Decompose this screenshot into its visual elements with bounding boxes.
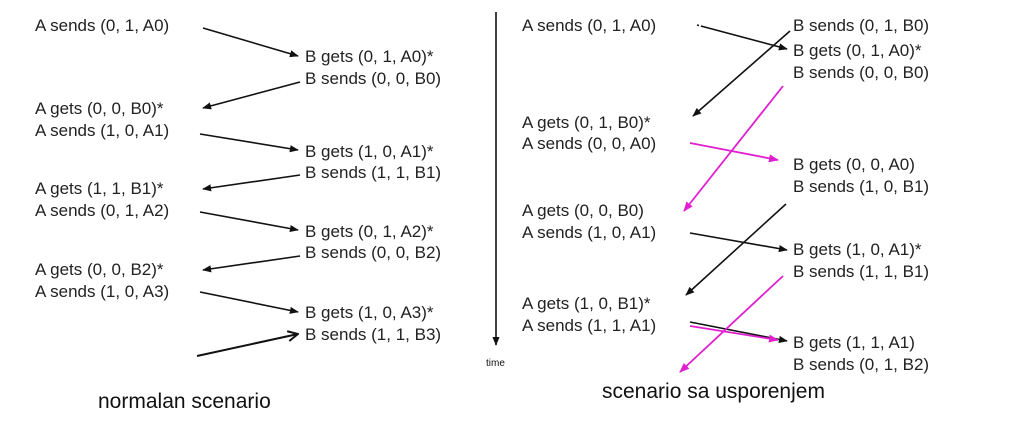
- right-b-line-5: B gets (1, 0, A1)*: [793, 240, 922, 259]
- left-caption: normalan scenario: [98, 390, 271, 413]
- left-b-line-0: B gets (0, 1, A0)*: [305, 47, 434, 66]
- right-a-line-6: A sends (1, 1, A1): [522, 316, 656, 335]
- left-arrow-a2: [199, 211, 299, 233]
- right-slow-arrow-a0: [689, 142, 779, 163]
- right-a-line-0: A sends (0, 1, A0): [522, 16, 656, 35]
- right-b-line-1: B gets (0, 1, A0)*: [793, 41, 922, 60]
- left-b-line-2: B gets (1, 0, A1)*: [305, 142, 434, 161]
- right-arrow-b1-send: [685, 203, 787, 296]
- left-arrow-b1: [202, 174, 301, 192]
- right-b-line-0: B sends (0, 1, B0): [793, 16, 929, 35]
- left-arrow-a3: [199, 291, 299, 314]
- right-a-line-2: A sends (0, 0, A0): [522, 134, 656, 153]
- right-b-line-8: B sends (0, 1, B2): [793, 355, 929, 374]
- left-arrow-b0: [202, 81, 301, 110]
- time-axis: time: [486, 12, 505, 369]
- right-slow-arrow-b1: [679, 275, 784, 373]
- right-caption: scenario sa usporenjem: [602, 380, 825, 403]
- left-a-line-3: A gets (1, 1, B1)*: [35, 179, 164, 198]
- right-a-line-4: A sends (1, 0, A1): [522, 223, 656, 242]
- left-b-line-6: B gets (1, 0, A3)*: [305, 303, 434, 322]
- time-axis-label: time: [486, 358, 505, 369]
- right-arrow-a0-send: [696, 24, 788, 51]
- right-a-line-5: A gets (1, 0, B1)*: [522, 294, 651, 313]
- right-b-line-6: B sends (1, 1, B1): [793, 262, 929, 281]
- left-a-line-2: A sends (1, 0, A1): [35, 121, 169, 140]
- right-arrow-a1-send: [689, 232, 788, 253]
- left-b-line-4: B gets (0, 1, A2)*: [305, 222, 434, 241]
- right-a-line-3: A gets (0, 0, B0): [522, 201, 644, 220]
- left-a-line-5: A gets (0, 0, B2)*: [35, 260, 164, 279]
- left-scenario: A sends (0, 1, A0) A gets (0, 0, B0)* A …: [35, 16, 441, 413]
- left-a-line-1: A gets (0, 0, B0)*: [35, 99, 164, 118]
- right-b-line-3: B gets (0, 0, A0): [793, 155, 915, 174]
- right-b-line-7: B gets (1, 1, A1): [793, 333, 915, 352]
- right-scenario: A sends (0, 1, A0) A gets (0, 1, B0)* A …: [522, 16, 929, 403]
- right-slow-arrow-b0: [683, 85, 784, 212]
- right-b-line-4: B sends (1, 0, B1): [793, 177, 929, 196]
- left-arrow-b2: [202, 255, 301, 273]
- left-arrow-a0: [202, 27, 299, 58]
- left-a-line-6: A sends (1, 0, A3): [35, 282, 169, 301]
- right-a-line-1: A gets (0, 1, B0)*: [522, 113, 651, 132]
- left-b-line-7: B sends (1, 1, B3): [305, 325, 441, 344]
- left-arrow-b3: [196, 334, 298, 357]
- right-arrow-b0-send: [692, 30, 791, 117]
- left-b-line-3: B sends (1, 1, B1): [305, 163, 441, 182]
- right-arrow-a1b-send: [689, 321, 788, 343]
- right-b-line-2: B sends (0, 0, B0): [793, 63, 929, 82]
- left-b-line-5: B sends (0, 0, B2): [305, 243, 441, 262]
- left-b-line-1: B sends (0, 0, B0): [305, 69, 441, 88]
- left-arrow-a1: [199, 133, 299, 153]
- left-a-line-4: A sends (0, 1, A2): [35, 201, 169, 220]
- left-a-line-0: A sends (0, 1, A0): [35, 16, 169, 35]
- right-slow-arrow-a1: [689, 325, 779, 343]
